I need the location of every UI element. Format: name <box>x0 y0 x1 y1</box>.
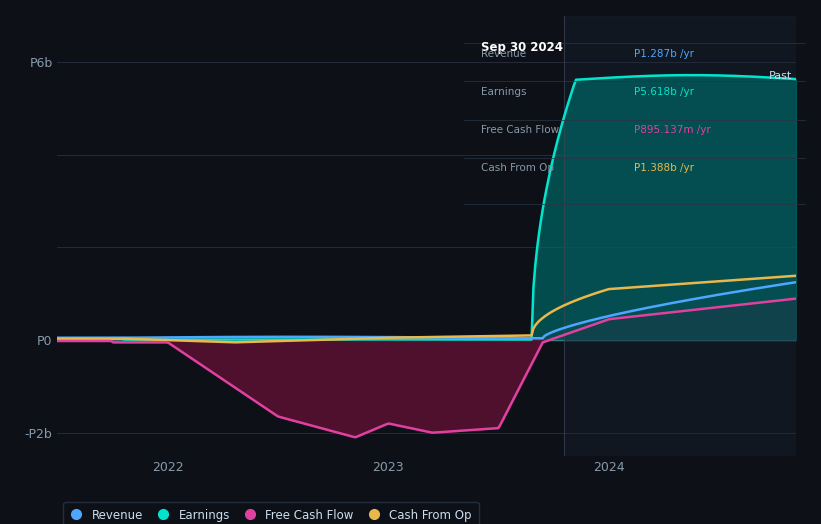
Legend: Revenue, Earnings, Free Cash Flow, Cash From Op: Revenue, Earnings, Free Cash Flow, Cash … <box>63 502 479 524</box>
Text: Sep 30 2024: Sep 30 2024 <box>481 41 563 54</box>
Text: P1.287b /yr: P1.287b /yr <box>635 49 695 59</box>
Text: Free Cash Flow: Free Cash Flow <box>481 125 559 135</box>
Text: Earnings: Earnings <box>481 87 526 97</box>
Text: P895.137m /yr: P895.137m /yr <box>635 125 711 135</box>
Text: Cash From Op: Cash From Op <box>481 163 554 173</box>
Bar <box>564 16 796 456</box>
Text: P5.618b /yr: P5.618b /yr <box>635 87 695 97</box>
Text: P1.388b /yr: P1.388b /yr <box>635 163 695 173</box>
Text: Past: Past <box>768 71 792 81</box>
Text: Revenue: Revenue <box>481 49 526 59</box>
